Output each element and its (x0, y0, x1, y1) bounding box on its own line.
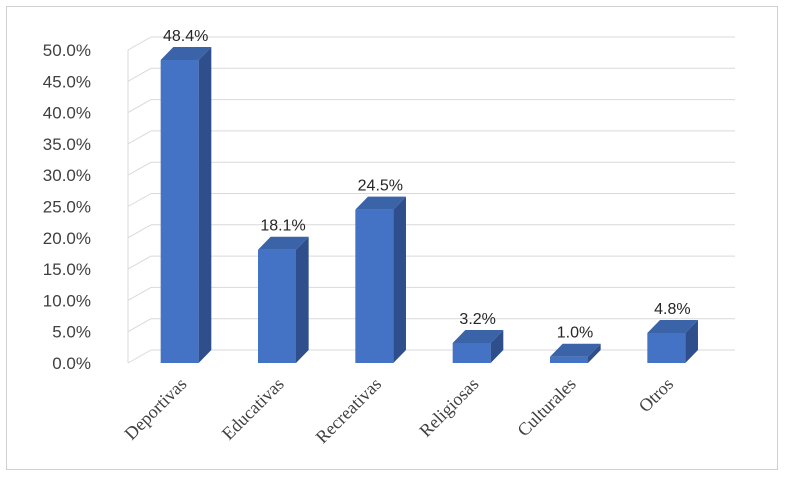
data-label: 24.5% (358, 178, 403, 195)
y-tick-label: 10.0% (43, 291, 91, 310)
category-label: Culturales (513, 374, 579, 440)
y-tick-label: 50.0% (43, 41, 91, 60)
bar-side (198, 47, 212, 364)
data-label: 3.2% (459, 311, 495, 328)
bar-side (685, 319, 698, 363)
bar-top (160, 47, 212, 61)
bar-top (258, 236, 309, 250)
y-tick-label: 20.0% (43, 229, 91, 248)
bar-top (647, 319, 698, 333)
data-label: 4.8% (654, 301, 690, 318)
gridline-side (127, 255, 152, 270)
category-label: Otros (635, 374, 677, 416)
bar (550, 356, 588, 363)
y-tick-label: 35.0% (43, 135, 91, 154)
gridline-side (127, 318, 152, 333)
category-label: Religiosas (415, 374, 482, 441)
gridline-side (127, 349, 152, 364)
bar (647, 332, 686, 363)
y-tick-label: 40.0% (43, 104, 91, 123)
bar (160, 60, 199, 364)
category-label: Recreativas (312, 374, 386, 448)
y-tick-label: 0.0% (52, 354, 91, 373)
gridline-side (127, 130, 152, 145)
bar (355, 209, 394, 363)
gridline-side (127, 36, 152, 51)
gridline-side (127, 286, 152, 301)
data-label: 18.1% (260, 218, 305, 235)
gridline-side (127, 193, 152, 207)
bar-side (393, 196, 406, 363)
bar-top (355, 196, 406, 210)
bar (452, 342, 491, 363)
y-tick-label: 5.0% (52, 323, 91, 342)
data-label: 1.0% (557, 325, 593, 342)
y-tick-label: 45.0% (43, 72, 91, 91)
category-label: Deportivas (121, 374, 191, 444)
y-tick-label: 30.0% (43, 166, 91, 185)
y-tick-label: 25.0% (43, 198, 91, 217)
category-label: Educativas (218, 374, 288, 444)
bar-side (490, 329, 504, 363)
bar-top (452, 329, 504, 343)
y-tick-label: 15.0% (43, 260, 91, 279)
bar-top (550, 343, 601, 357)
gridline-side (127, 224, 152, 239)
gridline-side (127, 99, 152, 114)
bar (258, 249, 296, 363)
gridline-side (127, 161, 152, 176)
bar-side (296, 236, 309, 363)
bar-side (588, 343, 601, 363)
gridline-side (127, 67, 152, 82)
data-label: 48.4% (163, 28, 208, 45)
